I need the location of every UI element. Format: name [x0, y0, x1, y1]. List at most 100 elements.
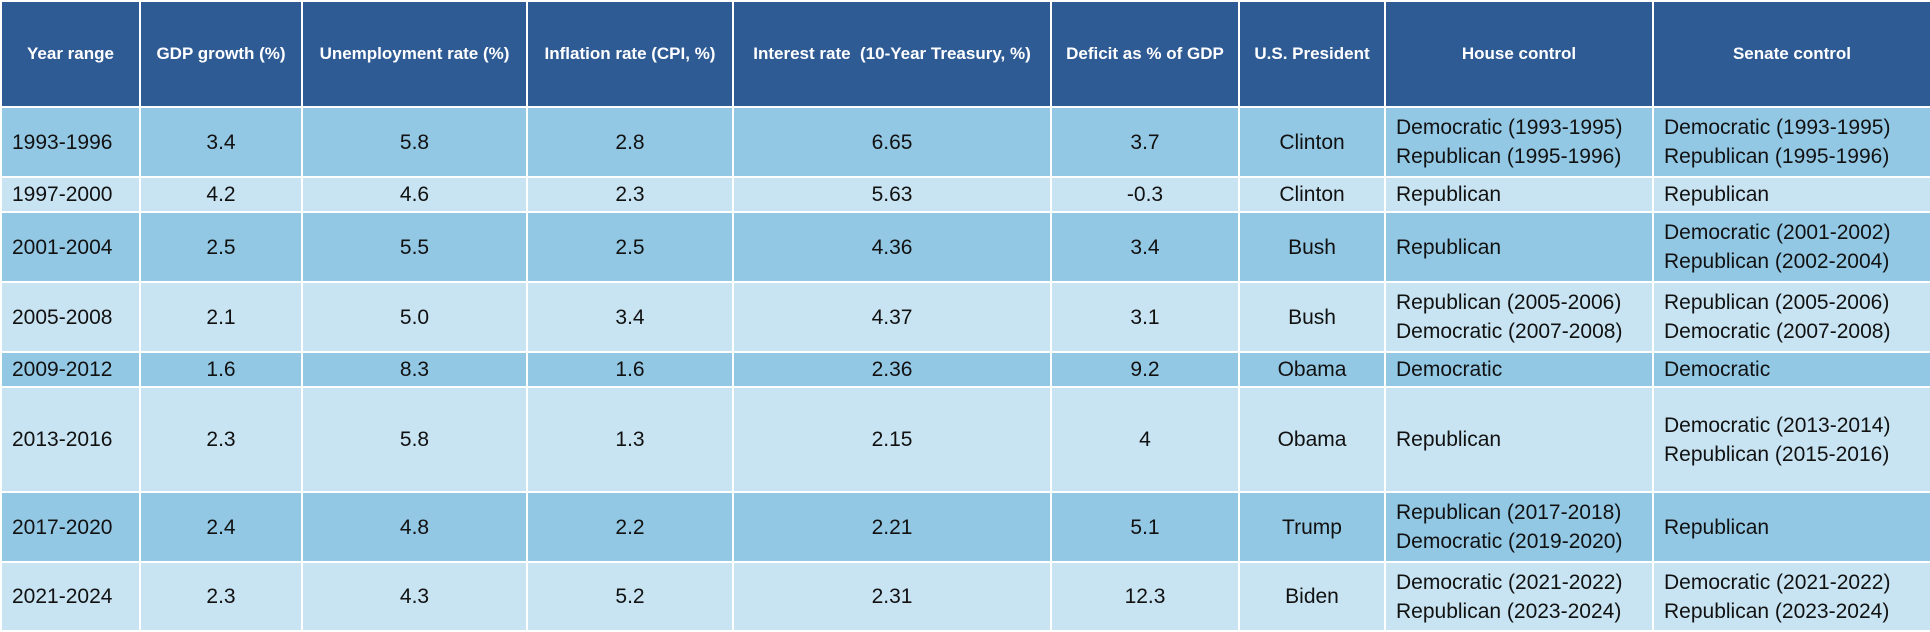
cell-deficit: 3.4 [1050, 211, 1240, 283]
cell-inflation: 2.3 [526, 176, 734, 213]
cell-gdp-growth: 4.2 [139, 176, 303, 213]
house-control-line: Republican (2005-2006) [1396, 291, 1622, 314]
table-row: 2005-2008 2.1 5.0 3.4 4.37 3.1 Bush Repu… [0, 281, 1930, 353]
senate-control-line: Democratic (2013-2014) [1664, 413, 1891, 437]
cell-gdp-growth: 2.1 [139, 281, 303, 353]
cell-inflation: 3.4 [526, 281, 734, 353]
cell-year-range: 2021-2024 [0, 561, 141, 632]
senate-control-line: Democratic [1664, 358, 1771, 381]
table-row: 1997-2000 4.2 4.6 2.3 5.63 -0.3 Clinton … [0, 176, 1930, 213]
senate-control-line: Republican [1664, 183, 1770, 206]
cell-senate-control: Republican [1652, 491, 1930, 563]
header-gdp-growth: GDP growth (%) [139, 0, 303, 108]
header-interest-rate: Interest rate (10-Year Treasury, %) [732, 0, 1052, 108]
senate-control-line: Republican [1664, 515, 1770, 539]
cell-senate-control: Democratic [1652, 351, 1930, 388]
cell-interest-rate: 2.21 [732, 491, 1052, 563]
cell-year-range: 2001-2004 [0, 211, 141, 283]
cell-house-control: Republican [1384, 176, 1654, 213]
cell-deficit: 4 [1050, 386, 1240, 493]
cell-interest-rate: 2.36 [732, 351, 1052, 388]
cell-year-range: 1997-2000 [0, 176, 141, 213]
cell-deficit: -0.3 [1050, 176, 1240, 213]
cell-president: Clinton [1238, 106, 1386, 178]
cell-president: Obama [1238, 386, 1386, 493]
house-control-line: Republican [1396, 235, 1502, 259]
house-control-line: Democratic (2007-2008) [1396, 320, 1623, 343]
cell-inflation: 1.6 [526, 351, 734, 388]
cell-unemployment: 5.8 [301, 106, 528, 178]
cell-unemployment: 4.3 [301, 561, 528, 632]
cell-unemployment: 5.5 [301, 211, 528, 283]
cell-interest-rate: 2.31 [732, 561, 1052, 632]
table-row: 1993-1996 3.4 5.8 2.8 6.65 3.7 Clinton D… [0, 106, 1930, 178]
header-unemployment-rate: Unemployment rate (%) [301, 0, 528, 108]
cell-interest-rate: 4.36 [732, 211, 1052, 283]
cell-interest-rate: 5.63 [732, 176, 1052, 213]
cell-senate-control: Republican (2005-2006) Democratic (2007-… [1652, 281, 1930, 353]
header-senate-control: Senate control [1652, 0, 1930, 108]
cell-gdp-growth: 2.5 [139, 211, 303, 283]
house-control-line: Republican (2023-2024) [1396, 599, 1622, 623]
cell-unemployment: 4.6 [301, 176, 528, 213]
house-control-line: Republican [1396, 428, 1502, 451]
cell-unemployment: 8.3 [301, 351, 528, 388]
cell-deficit: 5.1 [1050, 491, 1240, 563]
header-year-range: Year range [0, 0, 141, 108]
senate-control-line: Republican (2023-2024) [1664, 599, 1890, 623]
table-row: 2021-2024 2.3 4.3 5.2 2.31 12.3 Biden De… [0, 561, 1930, 632]
cell-inflation: 5.2 [526, 561, 734, 632]
cell-gdp-growth: 1.6 [139, 351, 303, 388]
cell-house-control: Democratic [1384, 351, 1654, 388]
table-row: 2017-2020 2.4 4.8 2.2 2.21 5.1 Trump Rep… [0, 491, 1930, 563]
cell-house-control: Republican (2017-2018) Democratic (2019-… [1384, 491, 1654, 563]
cell-inflation: 2.8 [526, 106, 734, 178]
cell-president: Trump [1238, 491, 1386, 563]
cell-inflation: 2.5 [526, 211, 734, 283]
cell-gdp-growth: 2.3 [139, 561, 303, 632]
cell-senate-control: Democratic (1993-1995) Republican (1995-… [1652, 106, 1930, 178]
cell-house-control: Republican (2005-2006) Democratic (2007-… [1384, 281, 1654, 353]
cell-president: Bush [1238, 281, 1386, 353]
cell-interest-rate: 6.65 [732, 106, 1052, 178]
house-control-line: Republican [1396, 183, 1502, 206]
cell-inflation: 1.3 [526, 386, 734, 493]
cell-interest-rate: 2.15 [732, 386, 1052, 493]
house-control-line: Democratic (2021-2022) [1396, 570, 1623, 594]
cell-senate-control: Democratic (2013-2014) Republican (2015-… [1652, 386, 1930, 493]
house-control-line: Republican (2017-2018) [1396, 501, 1622, 524]
cell-house-control: Republican [1384, 211, 1654, 283]
cell-year-range: 1993-1996 [0, 106, 141, 178]
table-row: 2013-2016 2.3 5.8 1.3 2.15 4 Obama Repub… [0, 386, 1930, 493]
cell-inflation: 2.2 [526, 491, 734, 563]
header-inflation-rate: Inflation rate (CPI, %) [526, 0, 734, 108]
cell-year-range: 2005-2008 [0, 281, 141, 353]
senate-control-line: Republican (2005-2006) [1664, 291, 1890, 314]
cell-interest-rate: 4.37 [732, 281, 1052, 353]
cell-deficit: 3.7 [1050, 106, 1240, 178]
header-deficit: Deficit as % of GDP [1050, 0, 1240, 108]
cell-unemployment: 5.0 [301, 281, 528, 353]
cell-house-control: Democratic (2021-2022) Republican (2023-… [1384, 561, 1654, 632]
cell-deficit: 3.1 [1050, 281, 1240, 353]
cell-senate-control: Democratic (2001-2002) Republican (2002-… [1652, 211, 1930, 283]
cell-house-control: Republican [1384, 386, 1654, 493]
house-control-line: Democratic [1396, 358, 1503, 381]
senate-control-line: Democratic (1993-1995) [1664, 116, 1891, 139]
cell-gdp-growth: 3.4 [139, 106, 303, 178]
senate-control-line: Democratic (2007-2008) [1664, 320, 1891, 343]
cell-president: Bush [1238, 211, 1386, 283]
cell-year-range: 2013-2016 [0, 386, 141, 493]
house-control-line: Democratic (1993-1995) [1396, 116, 1623, 139]
cell-president: Clinton [1238, 176, 1386, 213]
cell-unemployment: 5.8 [301, 386, 528, 493]
header-row: Year range GDP growth (%) Unemployment r… [0, 0, 1930, 108]
cell-president: Obama [1238, 351, 1386, 388]
cell-deficit: 9.2 [1050, 351, 1240, 388]
cell-senate-control: Democratic (2021-2022) Republican (2023-… [1652, 561, 1930, 632]
cell-unemployment: 4.8 [301, 491, 528, 563]
cell-senate-control: Republican [1652, 176, 1930, 213]
cell-deficit: 12.3 [1050, 561, 1240, 632]
table-row: 2001-2004 2.5 5.5 2.5 4.36 3.4 Bush Repu… [0, 211, 1930, 283]
